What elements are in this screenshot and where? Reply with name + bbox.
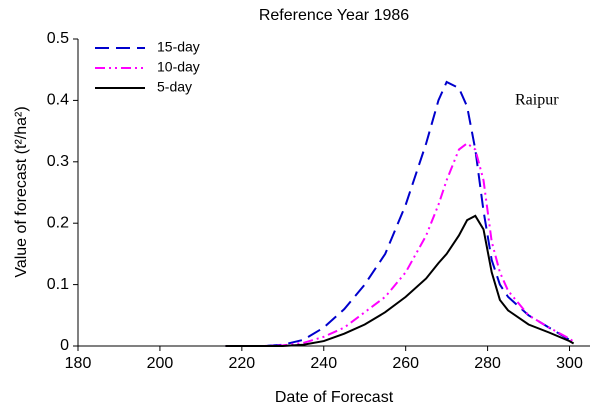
x-tick-label: 300 xyxy=(556,355,583,372)
y-tick-label: 0.3 xyxy=(47,153,69,170)
x-tick-label: 240 xyxy=(310,355,337,372)
x-tick-label: 280 xyxy=(474,355,501,372)
y-tick-label: 0.5 xyxy=(47,30,69,47)
series-line xyxy=(225,80,575,347)
legend-label: 15-day xyxy=(157,39,200,55)
legend-label: 10-day xyxy=(157,59,200,75)
series-line xyxy=(225,142,575,347)
x-tick-label: 200 xyxy=(147,355,174,372)
y-tick-label: 0.4 xyxy=(47,92,69,109)
x-tick-label: 180 xyxy=(65,355,92,372)
y-tick-label: 0 xyxy=(60,337,69,354)
x-tick-label: 260 xyxy=(392,355,419,372)
y-tick-label: 0.1 xyxy=(47,276,69,293)
y-tick-label: 0.2 xyxy=(47,214,69,231)
legend-label: 5-day xyxy=(157,79,192,95)
chart-title: Reference Year 1986 xyxy=(259,7,409,24)
y-axis-label: Value of forecast (t²/ha²) xyxy=(13,106,30,277)
x-tick-label: 220 xyxy=(228,355,255,372)
annotation: Raipur xyxy=(515,92,559,109)
series-line xyxy=(225,214,575,347)
x-axis-label: Date of Forecast xyxy=(275,389,394,406)
